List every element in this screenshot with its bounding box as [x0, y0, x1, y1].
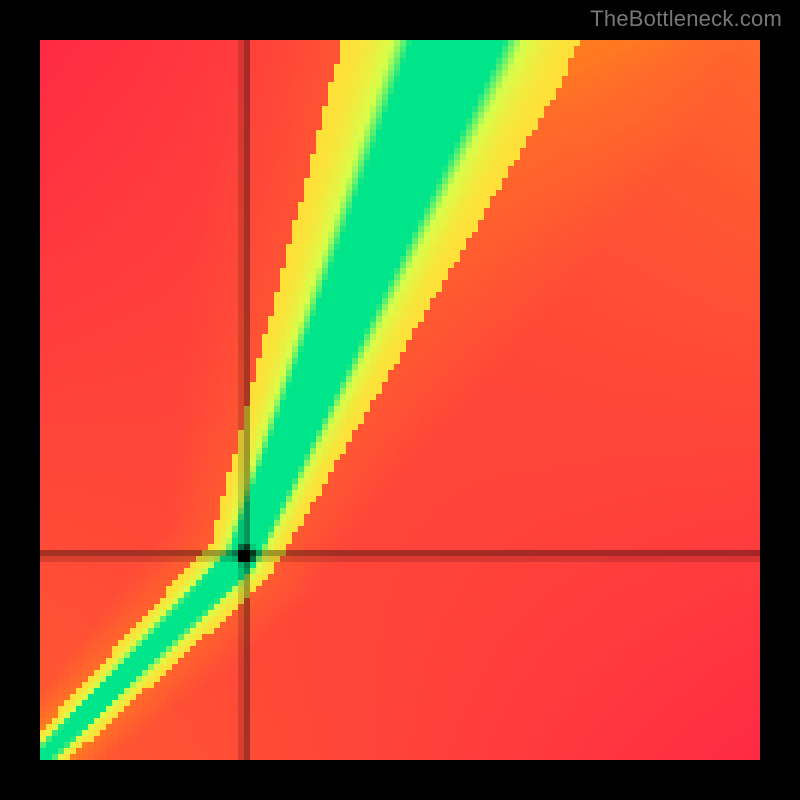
heatmap-canvas [40, 40, 760, 760]
attribution-text: TheBottleneck.com [590, 6, 782, 32]
bottleneck-heatmap [40, 40, 760, 760]
